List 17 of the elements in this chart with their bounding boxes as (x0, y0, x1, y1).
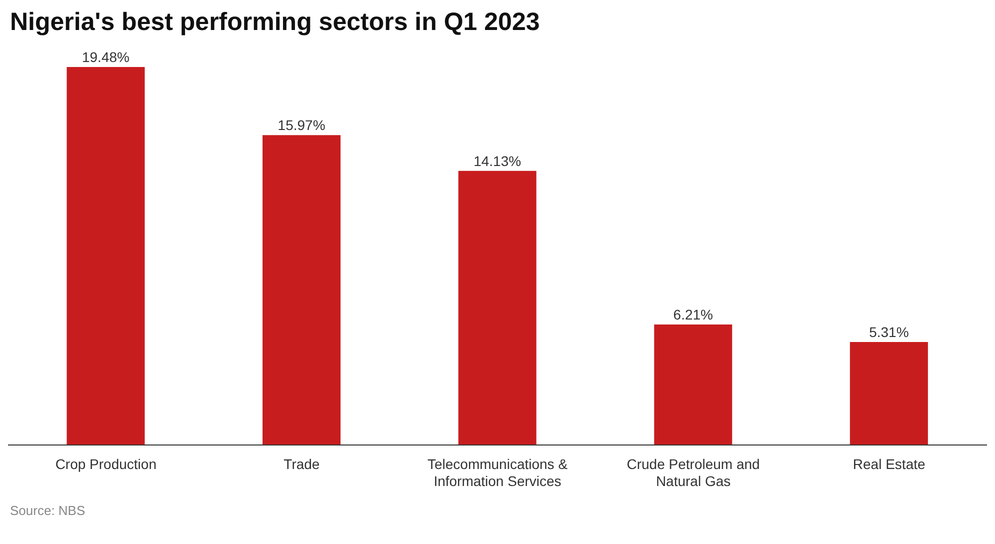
source-note: Source: NBS (10, 503, 86, 518)
bar (458, 170, 536, 445)
data-label: 5.31% (869, 324, 909, 340)
bar (262, 135, 341, 445)
x-tick-label: Crude Petroleum and Natural Gas (626, 456, 760, 489)
data-label: 19.48% (82, 49, 130, 65)
bar (850, 342, 928, 445)
x-tick-label: Crop Production (55, 456, 156, 472)
x-tick-label: Real Estate (852, 456, 926, 472)
data-label: 14.13% (474, 152, 522, 169)
bar (66, 67, 145, 445)
data-label: 15.97% (278, 117, 326, 134)
x-tick-label: Telecommunications & Information Services (427, 456, 568, 489)
data-label: 6.21% (673, 306, 713, 322)
bar (654, 324, 732, 445)
chart-title: Nigeria's best performing sectors in Q1 2023 (10, 8, 541, 37)
x-tick-label: Trade (284, 456, 320, 472)
